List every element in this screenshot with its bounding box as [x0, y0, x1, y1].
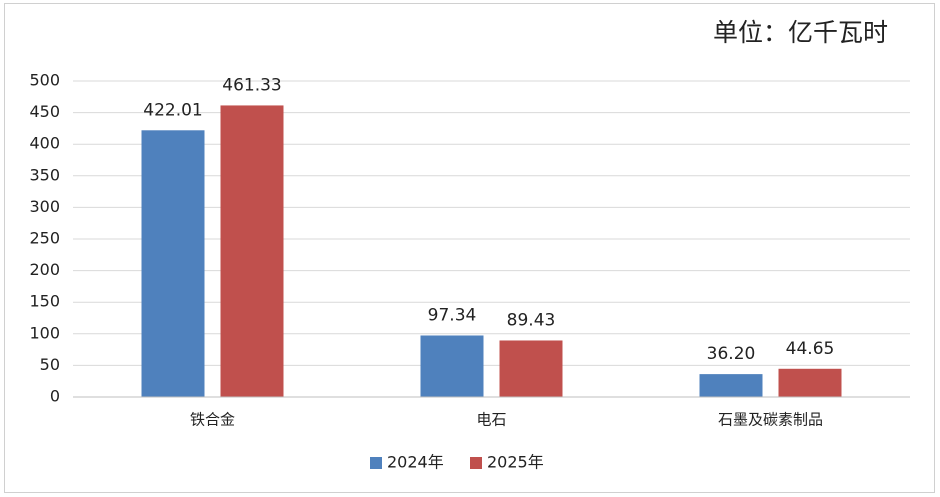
y-tick-label: 500: [29, 71, 60, 90]
value-label: 461.33: [222, 75, 281, 95]
legend-swatch: [370, 457, 382, 469]
y-tick-label: 450: [29, 102, 60, 121]
y-tick-label: 200: [29, 260, 60, 279]
y-tick-label: 300: [29, 197, 60, 216]
y-tick-label: 400: [29, 134, 60, 153]
bar: [778, 368, 842, 397]
y-tick-label: 0: [50, 387, 60, 406]
x-tick-label: 石墨及碳素制品: [718, 411, 823, 429]
legend-swatch: [470, 457, 482, 469]
legend-label: 2025年: [487, 453, 544, 472]
value-label: 89.43: [507, 310, 556, 330]
bar: [699, 374, 763, 397]
y-tick-label: 250: [29, 229, 60, 248]
value-label: 422.01: [143, 100, 202, 120]
value-label: 36.20: [707, 344, 756, 364]
legend-label: 2024年: [387, 453, 444, 472]
bar: [499, 340, 563, 397]
chart-title: 单位：亿千瓦时: [713, 18, 888, 47]
y-tick-label: 350: [29, 165, 60, 184]
y-tick-label: 100: [29, 323, 60, 342]
bar: [420, 335, 484, 397]
y-tick-label: 150: [29, 292, 60, 311]
value-label: 44.65: [786, 339, 835, 359]
x-tick-label: 电石: [476, 411, 506, 429]
y-tick-label: 50: [40, 355, 60, 374]
bar: [141, 130, 205, 397]
x-tick-label: 铁合金: [190, 411, 235, 429]
value-label: 97.34: [428, 305, 477, 325]
bar: [220, 105, 284, 397]
